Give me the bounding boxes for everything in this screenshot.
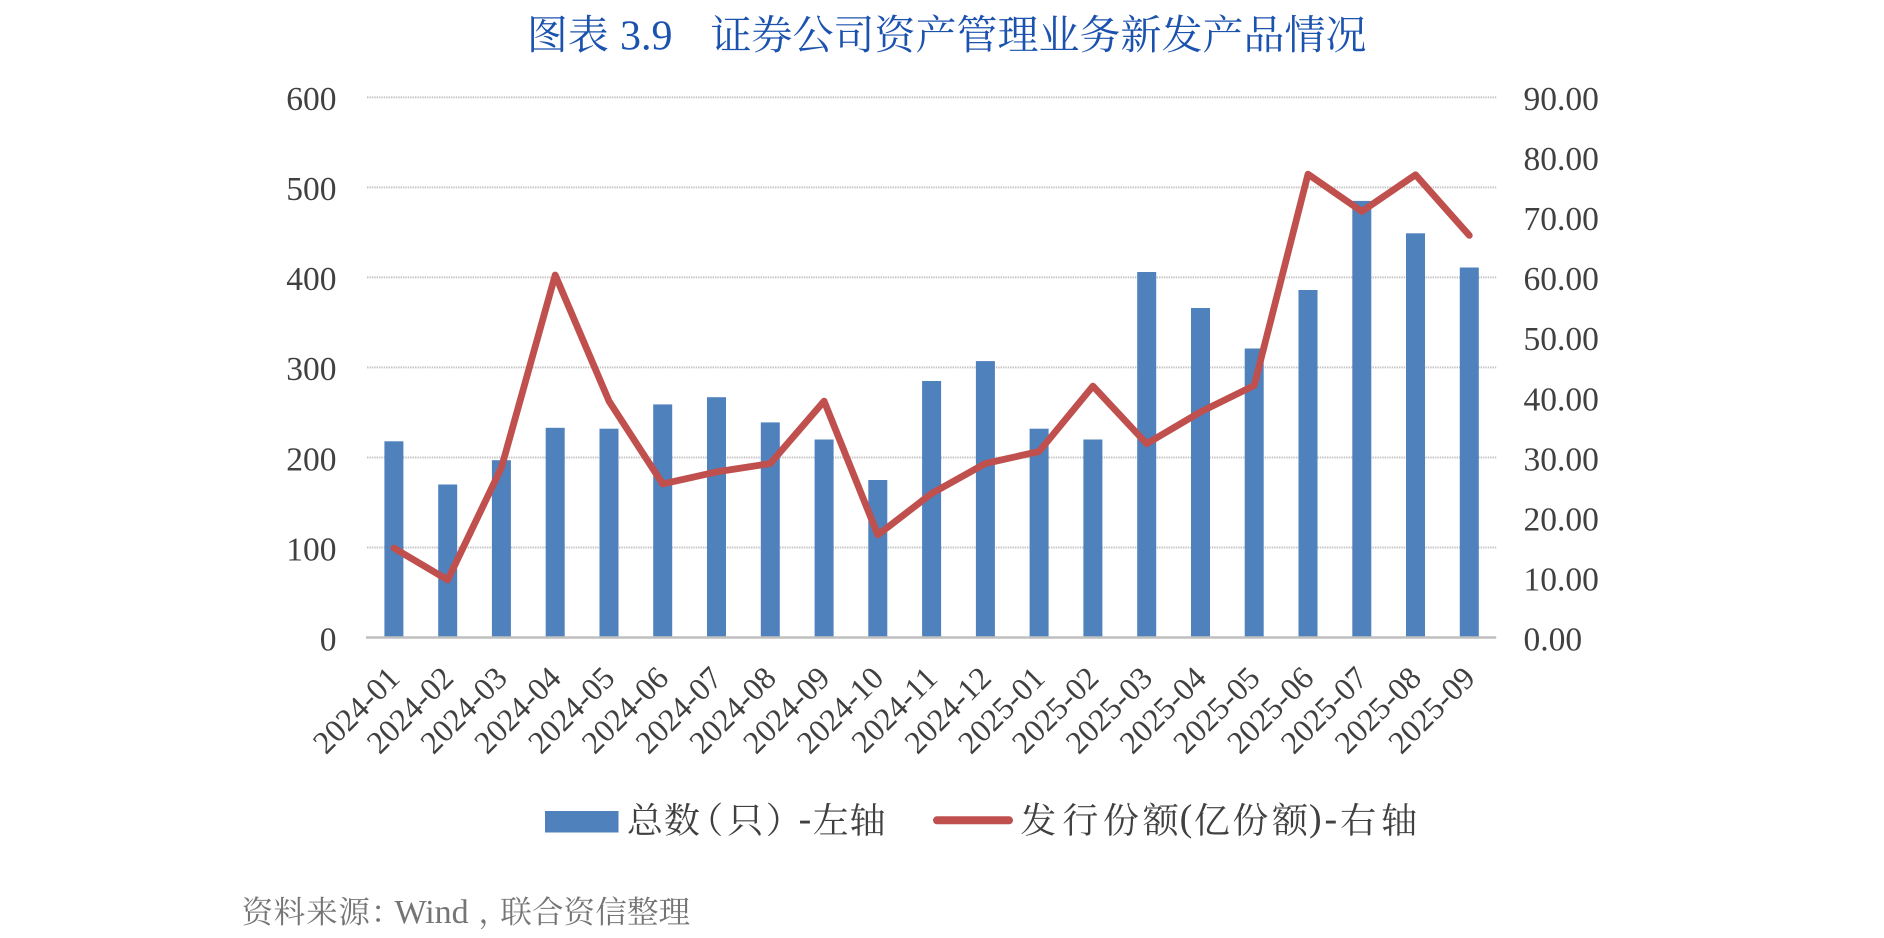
svg-text:70.00: 70.00: [1524, 201, 1599, 238]
svg-text:10.00: 10.00: [1524, 561, 1599, 598]
svg-text:200: 200: [286, 441, 336, 478]
svg-text:-: -: [1324, 798, 1337, 840]
svg-text:-: -: [799, 798, 812, 840]
svg-text:0.00: 0.00: [1524, 621, 1583, 658]
svg-text:600: 600: [286, 81, 336, 118]
svg-text:20.00: 20.00: [1524, 501, 1599, 538]
svg-text:40.00: 40.00: [1524, 381, 1599, 418]
svg-text:60.00: 60.00: [1524, 261, 1599, 298]
svg-text:Wind: Wind: [395, 894, 469, 931]
svg-text:(: (: [1180, 798, 1193, 840]
svg-text:30.00: 30.00: [1524, 441, 1599, 478]
svg-text:90.00: 90.00: [1524, 81, 1599, 118]
svg-text:): ): [1309, 798, 1322, 840]
svg-text:100: 100: [286, 531, 336, 568]
svg-text:400: 400: [286, 261, 336, 298]
svg-text:50.00: 50.00: [1524, 321, 1599, 358]
svg-text:500: 500: [286, 171, 336, 208]
svg-text:0: 0: [320, 621, 337, 658]
svg-text:80.00: 80.00: [1524, 141, 1599, 178]
svg-text:3.9: 3.9: [620, 13, 673, 59]
svg-text:300: 300: [286, 351, 336, 388]
